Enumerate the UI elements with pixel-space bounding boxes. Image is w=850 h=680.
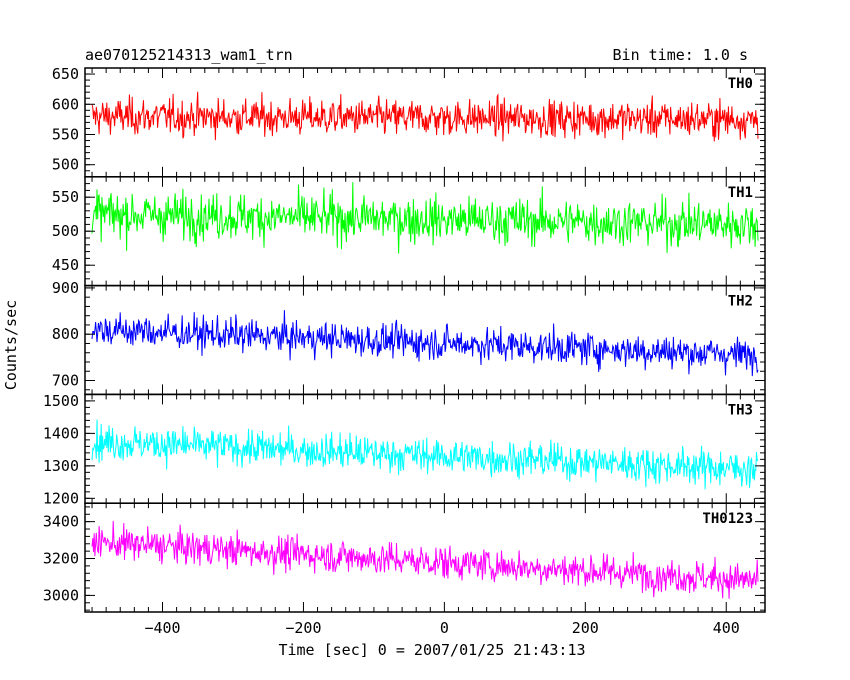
y-tick-label: 1200 bbox=[43, 489, 79, 507]
panel-label-th2: TH2 bbox=[728, 294, 753, 310]
y-tick-label: 900 bbox=[52, 279, 79, 297]
series-line-th2 bbox=[91, 310, 759, 377]
panel-th3: 1200 1300 1400 1500 TH3 bbox=[43, 392, 766, 507]
series-line-th1 bbox=[91, 182, 759, 254]
series-line-th3 bbox=[91, 419, 759, 490]
panel-label-th1: TH1 bbox=[728, 185, 753, 201]
y-tick-label: 1300 bbox=[43, 457, 79, 475]
y-tick-label: 500 bbox=[52, 222, 79, 240]
panel-th0: 500 550 600 650 TH0 bbox=[52, 65, 766, 178]
chart-title: ae070125214313_wam1_trn bbox=[85, 46, 293, 64]
y-tick-label: 3000 bbox=[43, 586, 79, 604]
y-tick-label: 550 bbox=[52, 125, 79, 143]
series-line-th0 bbox=[91, 91, 759, 142]
panel-frame bbox=[84, 176, 766, 287]
y-axis-label: Counts/sec bbox=[2, 300, 20, 390]
y-tick-label: 700 bbox=[52, 372, 79, 390]
y-tick-label: 450 bbox=[52, 256, 79, 274]
series-line-th0123 bbox=[91, 520, 759, 599]
x-tick-label: 400 bbox=[713, 619, 740, 637]
y-tick-label: 600 bbox=[52, 95, 79, 113]
panel-th2: 700 800 900 TH2 bbox=[52, 279, 766, 396]
panels-group: 500 550 600 650 TH0 450 500 550 TH1 700 800 900 TH2 1… bbox=[43, 65, 766, 613]
panel-th0123: 3000 3200 3400 TH0123 bbox=[43, 502, 766, 613]
y-tick-label: 3200 bbox=[43, 550, 79, 568]
x-tick-label: −400 bbox=[144, 619, 180, 637]
y-tick-label: 650 bbox=[52, 65, 79, 83]
x-tick-label: −200 bbox=[285, 619, 321, 637]
panel-label-th0123: TH0123 bbox=[702, 511, 753, 527]
panel-label-th3: TH3 bbox=[728, 402, 753, 418]
y-tick-label: 1400 bbox=[43, 424, 79, 442]
y-tick-label: 800 bbox=[52, 325, 79, 343]
y-tick-label: 550 bbox=[52, 188, 79, 206]
panel-frame bbox=[84, 502, 766, 613]
y-tick-label: 3400 bbox=[43, 513, 79, 531]
x-axis: −400 −200 0 200 400 bbox=[144, 619, 739, 637]
panel-frame bbox=[84, 393, 766, 504]
y-tick-label: 500 bbox=[52, 156, 79, 174]
y-tick-label: 1500 bbox=[43, 392, 79, 410]
bin-time-label: Bin time: 1.0 s bbox=[613, 46, 748, 64]
x-tick-label: 0 bbox=[440, 619, 449, 637]
panel-label-th0: TH0 bbox=[728, 76, 753, 92]
panel-th1: 450 500 550 TH1 bbox=[52, 176, 766, 287]
x-tick-label: 200 bbox=[572, 619, 599, 637]
x-axis-label: Time [sec] 0 = 2007/01/25 21:43:13 bbox=[278, 641, 585, 659]
